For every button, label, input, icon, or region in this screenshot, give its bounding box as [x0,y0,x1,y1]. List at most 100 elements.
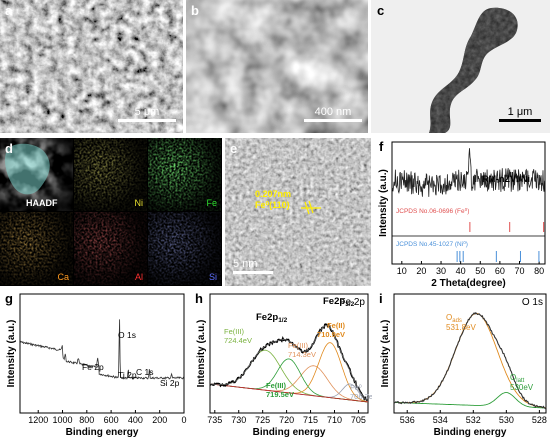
component-label: Fe(III) [266,381,287,390]
component-label: Fe⁰ [350,383,362,392]
panel-e-hrtem: e 0.207nm Fe⁰(110) 5 nm [225,138,371,286]
scale-bar: 5 nm [233,258,273,274]
x-tick-label: 80 [534,266,544,276]
peak-annotation: Si 2p [160,378,180,388]
component-energy-label: 714.3eV [288,350,316,359]
y-axis-label: Intensity (a.u.) [6,320,17,388]
scale-bar-label: 1 μm [507,106,533,118]
panel-letter: f [379,139,384,154]
x-tick-label: 70 [514,266,524,276]
lattice-fringe-marker [301,200,321,215]
eds-map-ca: Ca [0,212,73,285]
eds-map-al: Al [74,212,147,285]
xrd-pattern-line [391,148,546,197]
x-tick-label: 730 [231,415,246,425]
component-energy-label: 710.9eV [317,330,345,339]
x-tick-label: 400 [128,415,143,425]
x-axis-label: Binding energy [66,427,139,438]
component-label-subscript: latt [516,378,524,384]
xps-o1s-chart: 536 534 532 530 528 Binding energy Intensity (… [379,291,547,438]
panel-letter: h [195,291,203,306]
panel-letter: g [5,291,13,306]
sem-image-a [0,0,183,133]
component-energy-label: 531.8eV [446,323,476,332]
peak-label-subscript: 1/2 [278,317,287,324]
panel-i-xps-o1s: 536 534 532 530 528 Binding energy Intensity (… [374,290,550,445]
background-line [209,383,369,403]
panel-g-xps-survey: 1200 1000 800 600 400 200 0 Binding energy Inten… [0,290,188,445]
xps-survey-line [19,319,185,380]
fit-component-line [394,392,546,409]
x-tick-label: 200 [152,415,167,425]
panel-letter: c [377,3,385,18]
scale-bar-label: 400 nm [314,106,352,118]
plot-frame [19,293,185,414]
x-tick-label: 530 [499,415,514,425]
x-tick-label: 528 [532,415,547,425]
eds-map-label: Ca [57,272,69,282]
sem-image-b [186,0,368,133]
panel-f-xrd: 10 20 30 40 50 60 70 80 2 Theta(degree) Intensity… [374,138,550,290]
eds-map-si: Si [148,212,221,285]
x-tick-label: 715 [303,415,318,425]
eds-map-ni: Ni [74,138,147,211]
scale-bar-label: 5 μm [134,106,160,118]
component-label: Fe(III) [288,341,309,350]
x-tick-label: 532 [466,415,481,425]
x-tick-label: 60 [495,266,505,276]
fit-envelope-line [209,325,368,401]
y-axis-label: Intensity (a.u.) [196,320,207,388]
x-tick-label: 725 [255,415,270,425]
peak-label: Fe2p1/2 [256,312,288,324]
x-axis-label: 2 Theta(degree) [431,278,505,289]
panel-letter: i [379,291,383,306]
peak-annotation: Fe 2p [82,362,104,372]
x-tick-label: 20 [416,266,426,276]
x-tick-label: 1000 [53,415,73,425]
panel-a-sem: a 5 μm [0,0,183,133]
x-tick-label: 40 [456,266,466,276]
eds-map-label: Si [208,272,217,282]
component-label: Oads [446,313,462,324]
component-energy-label: 724.4eV [224,336,252,345]
panel-letter: b [191,3,199,18]
x-tick-label: 10 [397,266,407,276]
hrtem-image-e [225,138,371,286]
peak-annotation: Ti 2p [118,370,137,380]
tem-image-c [371,0,550,133]
x-tick-label: 536 [400,415,415,425]
x-tick-label: 710 [327,415,342,425]
reference-label: JCPDS No.06-0696 (Fe⁰) [396,207,469,215]
scale-bar: 5 μm [118,106,176,122]
x-axis-label: Binding energy [253,427,326,438]
x-tick-label: 800 [79,415,94,425]
scale-bar-label: 5 nm [233,258,258,270]
peak-annotation: C 1s [136,367,153,377]
peak-annotation: O 1s [118,330,136,340]
x-tick-label: 30 [436,266,446,276]
x-tick-label: 735 [207,415,222,425]
y-axis-label: Intensity (a.u.) [380,320,391,388]
measured-data-line [393,311,547,410]
panel-h-xps-fe2p: 735 730 725 720 715 710 705 Binding energy Inten… [190,290,372,445]
component-label: Fe(III) [224,327,245,336]
eds-map-label: Fe [206,198,217,208]
eds-map-label: Al [134,272,143,282]
x-axis-label: Binding energy [434,427,507,438]
lattice-spacing-label: 0.207nm [255,189,292,199]
component-energy-label: 530eV [510,383,534,392]
eds-map-haadf: HAADF [0,138,73,211]
panel-letter: e [230,141,238,156]
peak-label-subscript: 3/2 [345,301,354,308]
x-tick-label: 534 [433,415,448,425]
eds-map-fe: Fe [148,138,221,211]
x-tick-label: 1200 [28,415,48,425]
x-tick-label: 720 [279,415,294,425]
plot-frame [393,293,547,414]
x-tick-label: 600 [104,415,119,425]
x-tick-label: 705 [351,415,366,425]
xps-survey-chart: 1200 1000 800 600 400 200 0 Binding energy Inten… [5,291,187,438]
chart-title: O 1s [522,297,543,308]
component-label: Olatt [510,373,525,384]
scale-bar: 400 nm [304,106,362,122]
